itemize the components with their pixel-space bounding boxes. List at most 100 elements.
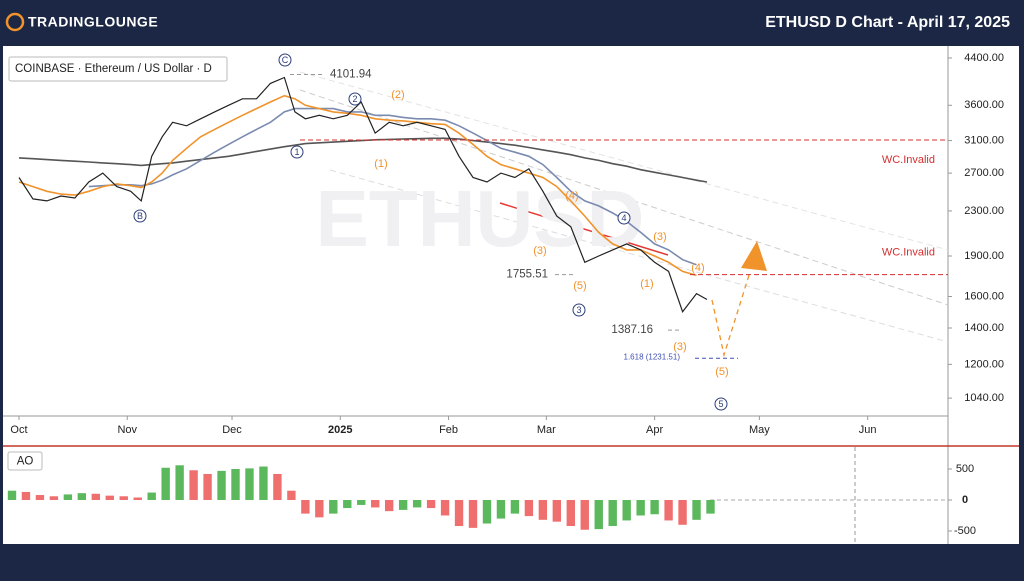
ao-bar [329,499,338,514]
price-mark-label: 1.618 (1231.51) [624,352,681,361]
x-tick-label: Apr [646,424,663,436]
level-label: WC.Invalid [882,247,935,259]
price-mark-label: 1755.51 [506,269,548,281]
y-tick-label: 1400.00 [964,322,1004,334]
ao-bar [105,495,114,500]
wave-circle [572,303,586,317]
trend-channel [299,71,949,251]
wave-label: (1) [374,158,387,170]
watermark: ETHUSD [316,174,645,263]
ao-bar [91,493,100,500]
ao-bar [706,499,715,514]
y-tick-label: -500 [954,525,976,537]
ao-bar [315,499,324,518]
ao-bar [692,499,701,520]
ao-bar [552,499,562,522]
ao-bar [49,496,59,500]
wave-label: (5) [715,366,728,378]
wave-label: (4) [565,190,578,202]
y-tick-label: 2300.00 [964,205,1004,217]
x-tick-label: Dec [222,424,242,436]
wave-label: 2 [352,94,357,104]
ao-bar [454,499,464,527]
wave-label: (3) [533,245,546,257]
price-line [18,76,708,313]
wave-circle [290,145,304,159]
wave-circle [617,211,631,225]
wave-label: C [282,55,289,65]
ao-bar [21,491,31,500]
y-tick-label: 4400.00 [964,52,1004,64]
price-mark-label: 1387.16 [611,324,653,336]
x-tick-label: Feb [439,424,458,436]
ao-bar [273,473,282,500]
ao-bar [35,495,45,500]
wave-label: 1 [294,147,299,157]
pane-title: AO [17,456,34,468]
ao-bar [343,499,352,509]
ao-bar [147,492,156,500]
ao-bar [259,466,268,500]
logo: TRADINGLOUNGE [28,14,158,30]
ao-bar [440,499,450,516]
y-tick-label: 0 [962,494,968,506]
ao-bar [412,499,422,508]
ao-bar [245,468,254,500]
ao-bar [189,470,198,500]
y-tick-label: 3100.00 [964,134,1004,146]
ao-bar [133,497,142,500]
x-tick-label: Oct [10,424,27,436]
ao-bar [524,499,534,517]
wave-label: (3) [673,341,686,353]
ao-bar [175,465,184,500]
projection-arrow [741,241,767,271]
ao-bar [217,470,226,500]
ao-bar [7,490,17,500]
ao-bar [538,499,548,520]
trendline [499,202,669,256]
wave-label: 3 [576,305,581,315]
panel [3,46,1019,544]
trend-channel [299,89,949,306]
ao-bar [664,499,673,521]
legend-box [8,56,228,82]
wave-label: (3) [653,231,666,243]
y-tick-label: 3600.00 [964,99,1004,111]
y-tick-label: 2700.00 [964,167,1004,179]
ao-bar [650,499,659,515]
level-label: WC.Invalid [882,154,935,166]
moving-average [18,94,697,277]
ao-bar [468,499,478,528]
y-tick-label: 1900.00 [964,250,1004,262]
price-mark-label: 4101.94 [330,69,372,81]
y-tick-label: 1600.00 [964,290,1004,302]
x-tick-label: Mar [537,424,556,436]
ao-bar [287,490,296,500]
legend-label: COINBASE · Ethereum / US Dollar · D [15,63,212,75]
wave-label: (5) [573,280,586,292]
header-title: ETHUSD D Chart - April 17, 2025 [765,14,1010,31]
y-tick-label: 1200.00 [964,358,1004,370]
ao-bar [426,499,436,509]
ao-bar [398,499,408,510]
wave-label: (2) [391,89,404,101]
ao-bar [301,499,310,514]
wave-circle [714,397,728,411]
ao-bar [357,499,366,505]
y-tick-label: 500 [956,463,974,475]
ao-bar [496,499,506,519]
ao-bar [384,499,394,512]
pane-title-box [7,451,43,471]
y-tick-label: 1040.00 [964,392,1004,404]
ao-bar [231,469,240,500]
ao-bar [77,493,87,500]
moving-average [18,137,708,183]
ao-bar [580,499,589,530]
ao-bar [203,473,212,500]
ao-bar [678,499,687,525]
x-tick-label: Nov [117,424,137,436]
x-tick-label: Jun [859,424,877,436]
projection [711,271,751,358]
trend-channel [329,169,949,343]
